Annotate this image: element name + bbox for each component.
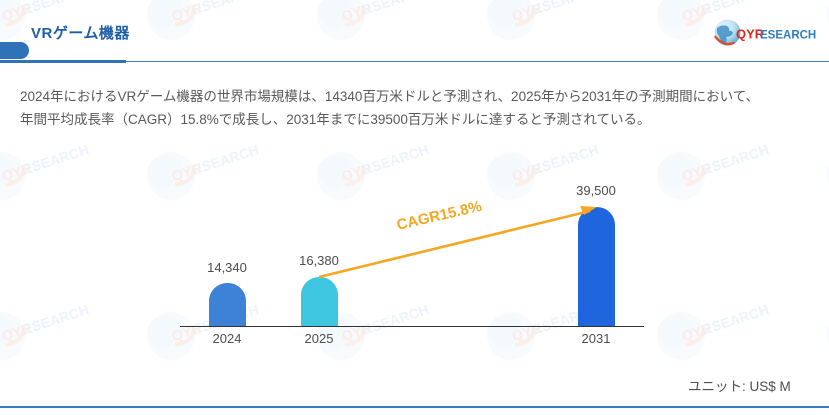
svg-text:CAGR15.8%: CAGR15.8% (395, 198, 483, 234)
